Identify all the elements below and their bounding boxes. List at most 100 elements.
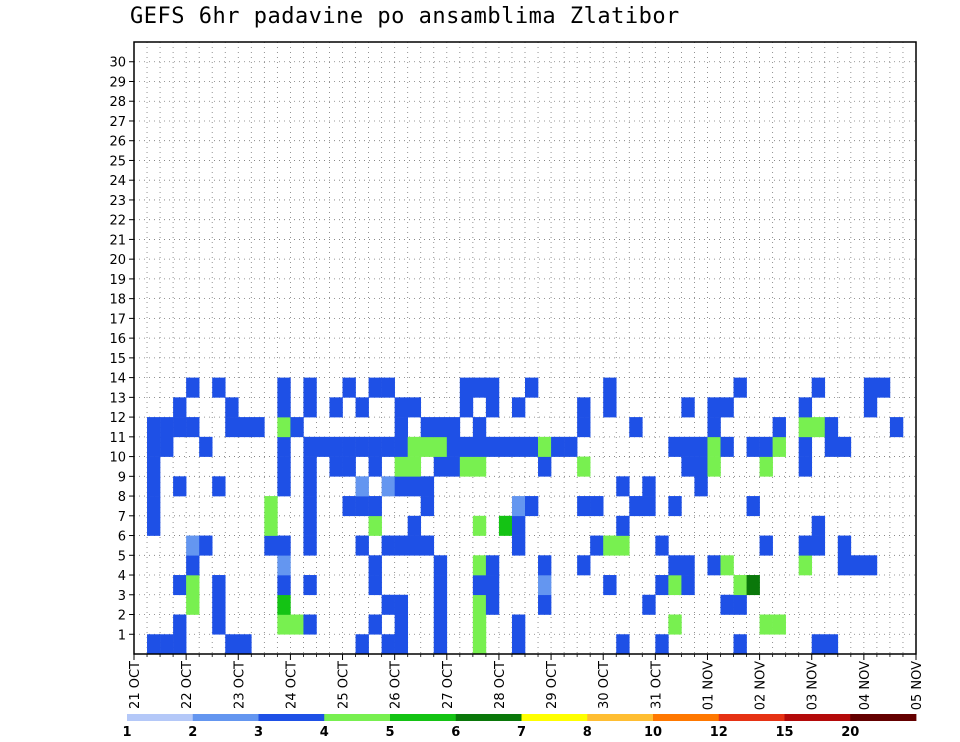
heatmap-cell: [251, 417, 265, 438]
heatmap-cell: [264, 535, 278, 556]
heatmap-cell: [746, 436, 760, 457]
heatmap-cell: [668, 496, 682, 517]
heatmap-cell: [811, 377, 826, 398]
y-tick-label: 4: [118, 569, 126, 584]
heatmap-cell: [225, 397, 239, 418]
heatmap-cell: [381, 535, 395, 556]
legend-swatch: [390, 714, 457, 721]
heatmap-cell: [498, 436, 513, 457]
heatmap-cell: [863, 555, 878, 576]
heatmap-cell: [655, 575, 669, 596]
heatmap-cell: [798, 456, 813, 477]
y-tick-label: 15: [109, 352, 126, 367]
heatmap-cell: [368, 555, 382, 576]
x-tick-label: 24 OCT: [284, 661, 299, 709]
heatmap-cell: [355, 634, 369, 655]
heatmap-cell: [525, 496, 539, 517]
heatmap-cell: [433, 594, 448, 615]
heatmap-cell: [394, 614, 408, 635]
heatmap-cell: [381, 377, 395, 398]
heatmap-cell: [368, 456, 382, 477]
y-tick-label: 27: [109, 115, 126, 130]
heatmap-cell: [824, 436, 839, 457]
y-tick-label: 11: [109, 431, 126, 446]
heatmap-cell: [472, 515, 487, 536]
heatmap-cell: [681, 436, 695, 457]
y-tick-label: 5: [118, 549, 126, 564]
heatmap-cell: [355, 397, 369, 418]
heatmap-cell: [160, 417, 174, 438]
heatmap-cell: [485, 397, 500, 418]
heatmap-cell: [472, 417, 487, 438]
x-tick-label: 26 OCT: [389, 661, 404, 709]
legend-swatch: [127, 714, 194, 721]
legend-swatch: [850, 714, 917, 721]
heatmap-cell: [212, 594, 226, 615]
heatmap-cell: [407, 535, 422, 556]
x-tick-label: 28 OCT: [493, 661, 508, 709]
heatmap-cell: [590, 496, 604, 517]
legend-label: 10: [644, 725, 662, 740]
heatmap-cell: [485, 575, 500, 596]
heatmap-cell: [472, 575, 487, 596]
heatmap-cell: [147, 496, 161, 517]
y-tick-label: 24: [109, 174, 126, 189]
heatmap-cell: [668, 614, 682, 635]
y-tick-label: 2: [118, 609, 126, 624]
heatmap-cell: [525, 377, 539, 398]
heatmap-cell: [694, 476, 708, 497]
legend-label: 1: [122, 725, 131, 740]
legend-swatch: [521, 714, 588, 721]
y-tick-label: 29: [109, 75, 126, 90]
x-tick-label: 25 OCT: [337, 661, 352, 709]
y-tick-label: 28: [109, 95, 126, 110]
y-tick-label: 23: [109, 194, 126, 209]
heatmap-cell: [720, 397, 734, 418]
x-tick-label: 30 OCT: [597, 661, 612, 709]
heatmap-cell: [394, 417, 408, 438]
heatmap-cell: [173, 397, 187, 418]
heatmap-cell: [590, 535, 604, 556]
heatmap-cell: [147, 515, 161, 536]
y-tick-label: 9: [118, 470, 126, 485]
heatmap-cell: [472, 555, 487, 576]
heatmap-cell: [277, 476, 291, 497]
heatmap-cell: [186, 377, 200, 398]
heatmap-cell: [485, 555, 500, 576]
heatmap-cell: [446, 436, 461, 457]
heatmap-cell: [668, 555, 682, 576]
heatmap-cell: [381, 634, 395, 655]
heatmap-cell: [642, 594, 656, 615]
heatmap-cell: [355, 496, 369, 517]
y-tick-label: 16: [109, 332, 126, 347]
y-tick-label: 12: [109, 411, 126, 426]
heatmap-cell: [407, 476, 422, 497]
heatmap-cell: [303, 515, 317, 536]
heatmap-cell: [616, 476, 630, 497]
heatmap-cell: [798, 535, 813, 556]
heatmap-cell: [290, 417, 304, 438]
heatmap-cell: [642, 476, 656, 497]
grid-layer: [134, 42, 916, 654]
heatmap-cell: [798, 417, 813, 438]
heatmap-cell: [472, 456, 487, 477]
heatmap-cell: [759, 535, 773, 556]
heatmap-cell: [538, 594, 552, 615]
heatmap-cell: [186, 417, 200, 438]
heatmap-cell: [264, 496, 278, 517]
heatmap-cell: [212, 614, 226, 635]
y-tick-label: 3: [118, 589, 126, 604]
heatmap-cell: [511, 535, 526, 556]
legend-swatch: [455, 714, 522, 721]
heatmap-cell: [381, 476, 395, 497]
heatmap-cell: [707, 555, 721, 576]
heatmap-cell: [603, 397, 617, 418]
heatmap-cell: [381, 594, 395, 615]
heatmap-cell: [420, 436, 435, 457]
heatmap-cell: [303, 397, 317, 418]
heatmap-cell: [433, 417, 448, 438]
heatmap-cell: [355, 535, 369, 556]
heatmap-cell: [668, 436, 682, 457]
heatmap-cell: [485, 436, 500, 457]
